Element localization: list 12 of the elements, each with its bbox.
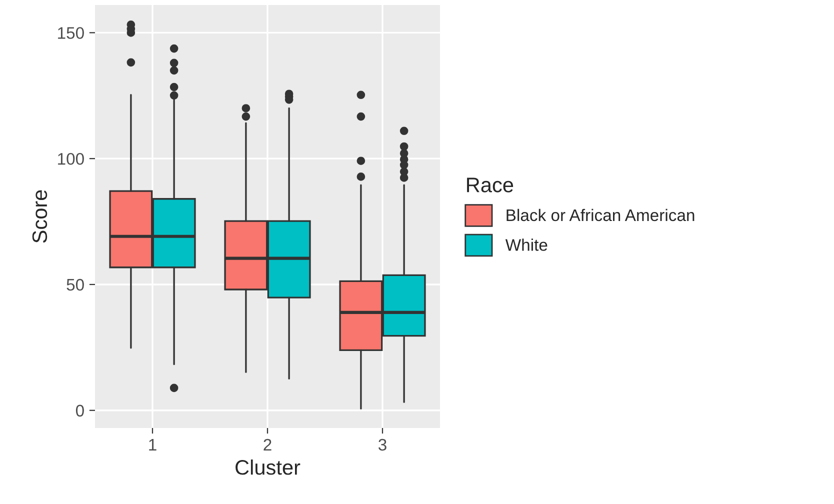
y-tick-label: 0 (76, 404, 84, 417)
legend-label: White (505, 238, 548, 251)
y-axis-title: Score (32, 190, 48, 243)
y-tick-label: 50 (66, 278, 84, 291)
x-tick-label: 3 (378, 438, 386, 451)
legend-label: Black or African American (506, 208, 694, 222)
x-axis-title: Cluster (236, 460, 300, 475)
x-tick-label: 1 (149, 439, 156, 450)
x-tick-label: 2 (264, 438, 272, 450)
legend-title: Race (467, 178, 514, 192)
y-tick-label: 100 (58, 152, 84, 165)
y-tick-label: 150 (58, 27, 84, 39)
